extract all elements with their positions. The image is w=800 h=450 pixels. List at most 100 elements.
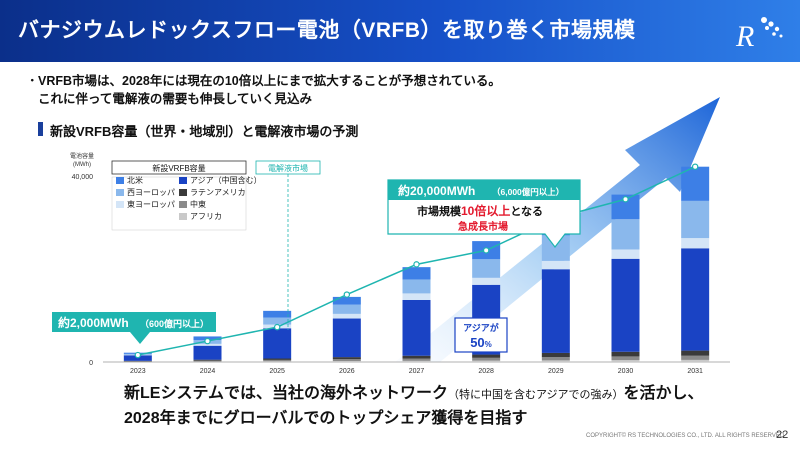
callout-2000mwh: 約2,000MWh （600億円以上） bbox=[52, 312, 216, 344]
bar-segment bbox=[541, 360, 570, 362]
x-tick-label: 2030 bbox=[618, 368, 634, 375]
y-axis-label: (MWh) bbox=[73, 162, 91, 168]
bar-segment bbox=[332, 304, 361, 314]
header-bar: バナジウムレドックスフロー電池（VRFB）を取り巻く市場規模 R bbox=[0, 0, 800, 62]
asia-share-box: アジアが 50% bbox=[454, 317, 508, 353]
legend-header: 新設VRFB容量 bbox=[152, 163, 205, 173]
line-point bbox=[343, 291, 351, 298]
bar-segment bbox=[681, 350, 710, 356]
x-tick-label: 2027 bbox=[409, 368, 425, 375]
bar-segment bbox=[541, 352, 570, 358]
callout-20000mwh: 約20,000MWh （6,000億円以上） 市場規模10倍以上となる 急成長市… bbox=[387, 179, 581, 248]
bar-segment bbox=[263, 328, 292, 359]
bar-segment bbox=[332, 296, 361, 305]
asia-share-unit: % bbox=[485, 340, 492, 349]
bar-segment bbox=[541, 260, 570, 270]
bar-segment bbox=[263, 310, 292, 318]
bar-segment bbox=[681, 238, 710, 249]
callout-left-main: 約2,000MWh bbox=[58, 315, 129, 330]
legend-entry: 北米 bbox=[127, 175, 143, 185]
bar-segment bbox=[472, 357, 501, 361]
x-tick-label: 2026 bbox=[339, 368, 355, 375]
bar-segment bbox=[611, 351, 640, 357]
svg-text:市場規模10倍以上となる: 市場規模10倍以上となる bbox=[417, 203, 543, 218]
callout-left-sub: （600億円以上） bbox=[140, 318, 209, 329]
bar-segment bbox=[611, 258, 640, 352]
legend-swatch bbox=[179, 189, 187, 196]
bar-segment bbox=[402, 267, 431, 280]
growth-arrow bbox=[395, 97, 720, 362]
bar-segment bbox=[402, 358, 431, 361]
bar-segment bbox=[681, 355, 710, 360]
bar-segment bbox=[193, 345, 222, 360]
legend-entry: アジア（中国含む） bbox=[190, 175, 262, 185]
line-point bbox=[273, 323, 281, 331]
x-tick-label: 2024 bbox=[200, 368, 216, 375]
bar-segment bbox=[472, 354, 501, 358]
callout-right-sub: （6,000億円以上） bbox=[492, 187, 564, 197]
bar-segment bbox=[681, 166, 710, 201]
bar-segment bbox=[193, 359, 222, 361]
bar-segment bbox=[681, 359, 710, 362]
bar-segment bbox=[402, 360, 431, 362]
bar-segment bbox=[402, 299, 431, 356]
summary-bullet: ・ VRFB市場は、2028年には現在の10倍以上にまで拡大することが予想されて… bbox=[26, 72, 501, 108]
copyright: COPYRIGHT© RS TECHNOLOGIES CO., LTD. ALL… bbox=[586, 433, 785, 439]
bar-segment bbox=[263, 358, 292, 360]
summary-line-1: VRFB市場は、2028年には現在の10倍以上にまで拡大することが予想されている… bbox=[38, 74, 501, 88]
bar-segment bbox=[263, 359, 292, 362]
line-point bbox=[134, 351, 142, 359]
bar-segment bbox=[541, 357, 570, 361]
conclusion-line-2: 2028年までにグローバルでのトップシェア獲得を目指す bbox=[124, 410, 528, 427]
bar-segment bbox=[611, 219, 640, 250]
bar-segment bbox=[611, 249, 640, 259]
asia-share-value: 50 bbox=[470, 335, 484, 350]
x-tick-label: 2028 bbox=[478, 368, 494, 375]
y-tick-label: 40,000 bbox=[72, 174, 94, 181]
section-title: 新設VRFB容量（世界・地域別）と電解液市場の予測 bbox=[38, 121, 358, 140]
conclusion-line-1: 新LEシステムでは、当社の海外ネットワーク（特に中国を含むアジアでの強み）を活か… bbox=[124, 385, 704, 402]
legend-swatch bbox=[179, 213, 187, 220]
legend-entry: ラテンアメリカ bbox=[190, 188, 246, 197]
bar-segment bbox=[332, 313, 361, 319]
line-point bbox=[691, 163, 699, 170]
bar-segment bbox=[332, 361, 361, 362]
x-tick-label: 2025 bbox=[269, 368, 285, 375]
bar-segment bbox=[611, 360, 640, 362]
line-point bbox=[482, 247, 490, 254]
page-number: 22 bbox=[776, 429, 789, 441]
x-tick-label: 2031 bbox=[687, 368, 703, 375]
y-axis-label: 電池容量 bbox=[70, 152, 94, 160]
legend-swatch bbox=[179, 177, 187, 184]
asia-share-label: アジアが bbox=[463, 322, 500, 333]
bar-segment bbox=[541, 269, 570, 353]
bar-segment bbox=[263, 361, 292, 362]
callout-right-line2c: となる bbox=[510, 205, 543, 218]
legend-swatch bbox=[179, 201, 187, 208]
conclusion-text: 新LEシステムでは、当社の海外ネットワーク（特に中国を含むアジアでの強み）を活か… bbox=[124, 382, 704, 430]
bar-segment bbox=[193, 360, 222, 362]
legend-entry: 東ヨーロッパ bbox=[127, 199, 175, 209]
legend-entry: アフリカ bbox=[190, 212, 222, 221]
bullet-dot: ・ bbox=[26, 74, 39, 88]
bar-segment bbox=[263, 317, 292, 325]
company-logo: R bbox=[735, 17, 783, 53]
svg-text:50%: 50% bbox=[470, 335, 492, 350]
svg-text:R: R bbox=[735, 20, 754, 53]
bar-segment bbox=[332, 318, 361, 358]
legend-entry: 中東 bbox=[190, 199, 206, 209]
y-tick-label: 0 bbox=[89, 360, 93, 367]
line-point bbox=[622, 196, 629, 203]
legend-entry: 西ヨーロッパ bbox=[127, 188, 175, 197]
bar-segment bbox=[332, 359, 361, 362]
callout-right-main: 約20,000MWh bbox=[398, 183, 475, 198]
bar-segment bbox=[472, 360, 501, 362]
bar-segment bbox=[193, 343, 222, 346]
page-title: バナジウムレドックスフロー電池（VRFB）を取り巻く市場規模 bbox=[18, 19, 636, 42]
summary-line-2: これに伴って電解液の需要も伸長していく見込み bbox=[38, 92, 313, 106]
x-tick-label: 2029 bbox=[548, 368, 564, 375]
callout-right-highlight: 10倍以上 bbox=[461, 203, 510, 218]
bar-segment bbox=[472, 277, 501, 285]
line-point bbox=[413, 261, 420, 268]
